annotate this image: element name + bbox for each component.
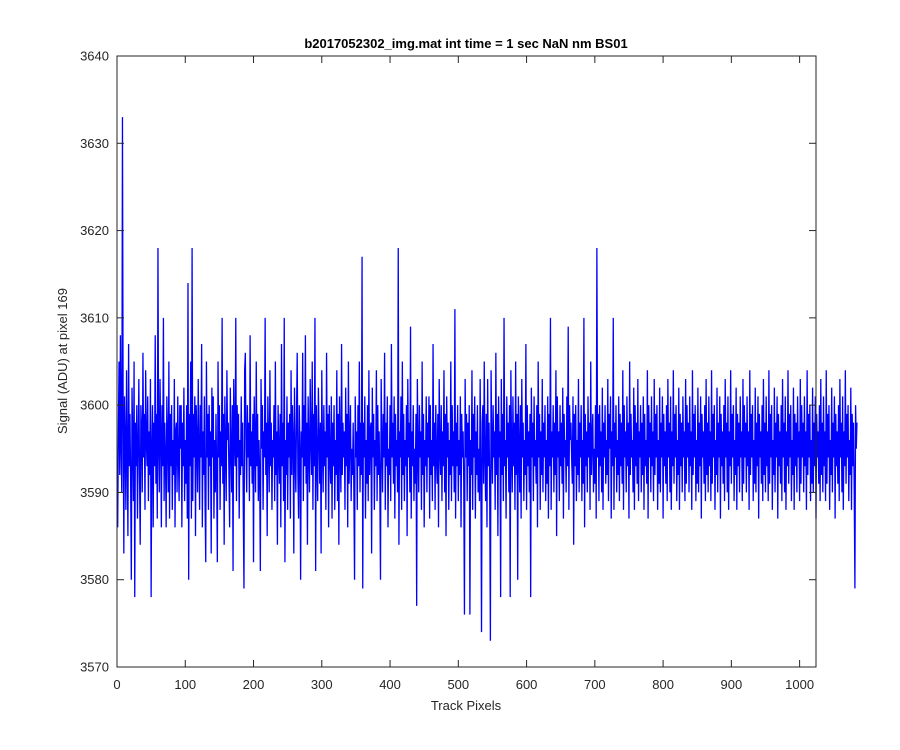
- x-tick-label: 100: [174, 677, 196, 692]
- axes-frame: [116, 55, 817, 668]
- y-tick-label: 3610: [80, 310, 109, 325]
- y-tick-label: 3580: [80, 572, 109, 587]
- x-tick-label: 200: [243, 677, 265, 692]
- x-tick-label: 500: [447, 677, 469, 692]
- y-axis-label: Signal (ADU) at pixel 169: [55, 288, 70, 434]
- x-tick-label: 600: [516, 677, 538, 692]
- y-tick-label: 3640: [80, 49, 109, 64]
- y-tick-label: 3630: [80, 136, 109, 151]
- x-tick-label: 400: [379, 677, 401, 692]
- x-tick-label: 700: [584, 677, 606, 692]
- y-tick-label: 3620: [80, 223, 109, 238]
- axes-layer: 0 100 200 300 400 500 600 700 800 900 1000 3570 3580…: [80, 49, 817, 692]
- x-tick-label: 800: [652, 677, 674, 692]
- y-tick-label: 3600: [80, 398, 109, 413]
- data-layer: [117, 117, 858, 641]
- y-tick-label: 3590: [80, 485, 109, 500]
- series-line-1: [117, 117, 858, 641]
- x-tick-label: 300: [311, 677, 333, 692]
- x-tick-label: 900: [721, 677, 743, 692]
- x-axis-label: Track Pixels: [431, 698, 502, 713]
- x-tick-label: 0: [113, 677, 120, 692]
- chart-title: b2017052302_img.mat int time = 1 sec NaN…: [304, 36, 627, 51]
- x-tick-label: 1000: [785, 677, 814, 692]
- y-tick-label: 3570: [80, 660, 109, 675]
